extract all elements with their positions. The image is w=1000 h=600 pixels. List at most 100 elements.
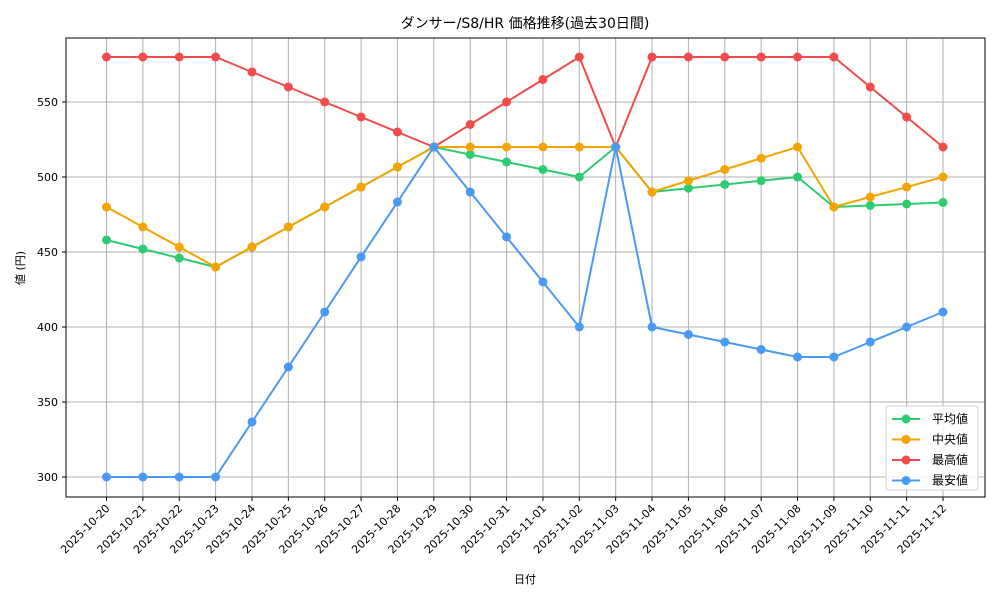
data-point bbox=[938, 142, 948, 152]
data-point bbox=[247, 417, 257, 427]
y-tick-label: 500 bbox=[37, 171, 58, 184]
data-point bbox=[138, 222, 148, 232]
data-point bbox=[320, 97, 330, 107]
data-point bbox=[211, 472, 221, 482]
data-point bbox=[320, 307, 330, 317]
data-point bbox=[320, 202, 330, 212]
data-point bbox=[756, 52, 766, 62]
data-point bbox=[465, 120, 475, 129]
data-point bbox=[356, 112, 366, 122]
data-point bbox=[938, 172, 948, 182]
legend-marker bbox=[901, 414, 911, 424]
data-point bbox=[902, 112, 912, 122]
data-point bbox=[392, 127, 402, 137]
x-axis: 2025-10-202025-10-212025-10-222025-10-23… bbox=[58, 497, 949, 556]
data-point bbox=[538, 142, 548, 152]
data-point bbox=[247, 67, 257, 77]
data-point bbox=[502, 232, 512, 242]
data-point bbox=[756, 153, 766, 163]
data-point bbox=[247, 242, 257, 252]
data-point bbox=[902, 199, 912, 209]
data-point bbox=[502, 157, 512, 167]
plot-frame bbox=[65, 37, 986, 498]
legend-label: 中央値 bbox=[932, 432, 968, 447]
data-point bbox=[502, 97, 512, 107]
y-tick-label: 350 bbox=[37, 396, 58, 409]
data-point bbox=[902, 322, 912, 332]
data-point bbox=[465, 187, 475, 197]
data-point bbox=[356, 182, 366, 192]
data-point bbox=[683, 52, 693, 62]
data-point bbox=[647, 52, 657, 62]
data-point bbox=[865, 82, 875, 92]
data-point bbox=[174, 253, 184, 263]
data-point bbox=[538, 277, 548, 287]
data-point bbox=[429, 142, 439, 152]
data-point bbox=[793, 352, 803, 362]
data-point bbox=[793, 172, 803, 182]
data-point bbox=[574, 142, 584, 152]
y-tick-label: 550 bbox=[37, 96, 58, 109]
legend-marker bbox=[901, 435, 911, 444]
data-point bbox=[392, 197, 402, 207]
data-point bbox=[465, 142, 475, 152]
series-最安値 bbox=[102, 142, 948, 482]
data-point bbox=[174, 472, 184, 482]
data-point bbox=[756, 176, 766, 186]
data-point bbox=[574, 52, 584, 62]
data-point bbox=[138, 472, 148, 482]
data-point bbox=[902, 182, 912, 192]
y-axis-label: 値 (円) bbox=[14, 251, 27, 285]
data-point bbox=[465, 150, 475, 159]
data-point bbox=[138, 52, 148, 62]
legend-marker bbox=[901, 455, 911, 465]
data-point bbox=[756, 345, 766, 354]
data-point bbox=[683, 183, 693, 193]
y-tick-label: 400 bbox=[37, 321, 58, 334]
x-axis-label: 日付 bbox=[514, 573, 536, 586]
data-point bbox=[829, 202, 839, 212]
data-point bbox=[938, 198, 948, 207]
legend-label: 最高値 bbox=[932, 452, 968, 467]
data-point bbox=[574, 322, 584, 332]
data-point bbox=[865, 192, 875, 202]
data-point bbox=[829, 52, 839, 62]
data-point bbox=[865, 201, 875, 210]
data-point bbox=[211, 52, 221, 62]
data-point bbox=[538, 165, 548, 174]
data-point bbox=[102, 472, 111, 482]
data-point bbox=[793, 52, 803, 62]
data-point bbox=[611, 142, 621, 152]
data-point bbox=[720, 180, 730, 189]
data-point bbox=[574, 172, 584, 182]
data-point bbox=[102, 52, 111, 62]
data-point bbox=[647, 322, 657, 332]
data-point bbox=[102, 202, 111, 212]
data-point bbox=[683, 176, 693, 186]
data-point bbox=[211, 262, 221, 272]
data-point bbox=[174, 242, 184, 252]
data-point bbox=[502, 142, 512, 152]
data-point bbox=[720, 337, 730, 347]
y-tick-label: 450 bbox=[37, 246, 58, 259]
data-point bbox=[283, 222, 293, 232]
data-point bbox=[720, 165, 730, 174]
data-point bbox=[283, 362, 293, 372]
data-point bbox=[283, 82, 293, 92]
data-point bbox=[647, 187, 657, 197]
data-point bbox=[174, 52, 184, 62]
legend-label: 平均値 bbox=[932, 411, 968, 426]
data-point bbox=[392, 162, 402, 172]
y-axis: 300 350 400 450 500 550 bbox=[37, 96, 66, 484]
data-point bbox=[683, 330, 693, 339]
y-tick-label: 300 bbox=[37, 471, 58, 484]
data-point bbox=[938, 307, 948, 317]
chart-title: ダンサー/S8/HR 価格推移(過去30日間) bbox=[401, 16, 650, 32]
legend-marker bbox=[901, 476, 911, 485]
data-point bbox=[356, 252, 366, 262]
data-point bbox=[865, 337, 875, 347]
data-point bbox=[538, 75, 548, 84]
data-point bbox=[793, 142, 803, 152]
